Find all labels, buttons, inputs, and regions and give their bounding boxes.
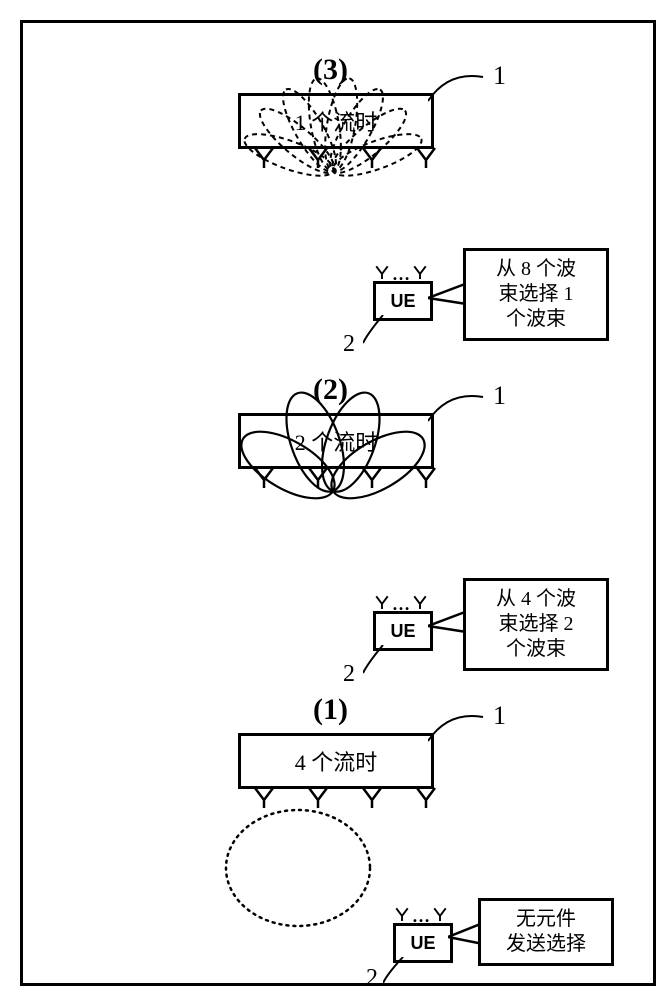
callout-1: 无元件 发送选择 — [478, 898, 614, 966]
antenna-icon — [375, 265, 389, 279]
panel-2: (2) 2 个流时 1 … — [23, 373, 653, 683]
panel-3: (3) 1 个流时 1 — [23, 53, 653, 353]
ue-antennas-2: … — [375, 595, 427, 609]
callout-1-line2: 发送选择 — [506, 933, 586, 955]
panel-1: (1) 4 个流时 1 … UE 2 — [23, 693, 653, 983]
callout-3: 从 8 个波 束选择 1 个波束 — [463, 248, 609, 341]
ue-id-3: 2 — [343, 331, 355, 358]
callout-2-line3: 个波束 — [506, 638, 566, 660]
figure-frame: (3) 1 个流时 1 — [20, 20, 656, 986]
antenna-icon — [433, 907, 447, 921]
ue-dots-icon: … — [391, 269, 411, 279]
ue-id-2: 2 — [343, 661, 355, 688]
antenna-icon — [413, 265, 427, 279]
ue-antennas-1: … — [395, 907, 447, 921]
ue-label: UE — [390, 621, 415, 642]
antenna-icon — [395, 907, 409, 921]
ue-leader-3 — [363, 315, 413, 345]
ue-label: UE — [390, 291, 415, 312]
ue-dots-icon: … — [391, 599, 411, 609]
callout-3-line3: 个波束 — [506, 308, 566, 330]
ue-label: UE — [410, 933, 435, 954]
antenna-icon — [375, 595, 389, 609]
callout-1-line1: 无元件 — [516, 908, 576, 930]
ue-dots-icon: … — [411, 911, 431, 921]
callout-3-line2: 束选择 1 — [499, 283, 574, 305]
ue-antennas-3: … — [375, 265, 427, 279]
ue-leader-2 — [363, 645, 413, 675]
ue-leader-1 — [383, 957, 433, 985]
antenna-icon — [413, 595, 427, 609]
ue-id-1: 2 — [366, 965, 378, 992]
callout-2-line1: 从 4 个波 — [496, 588, 576, 610]
callout-2-line2: 束选择 2 — [499, 613, 574, 635]
callout-2: 从 4 个波 束选择 2 个波束 — [463, 578, 609, 671]
callout-3-line1: 从 8 个波 — [496, 258, 576, 280]
